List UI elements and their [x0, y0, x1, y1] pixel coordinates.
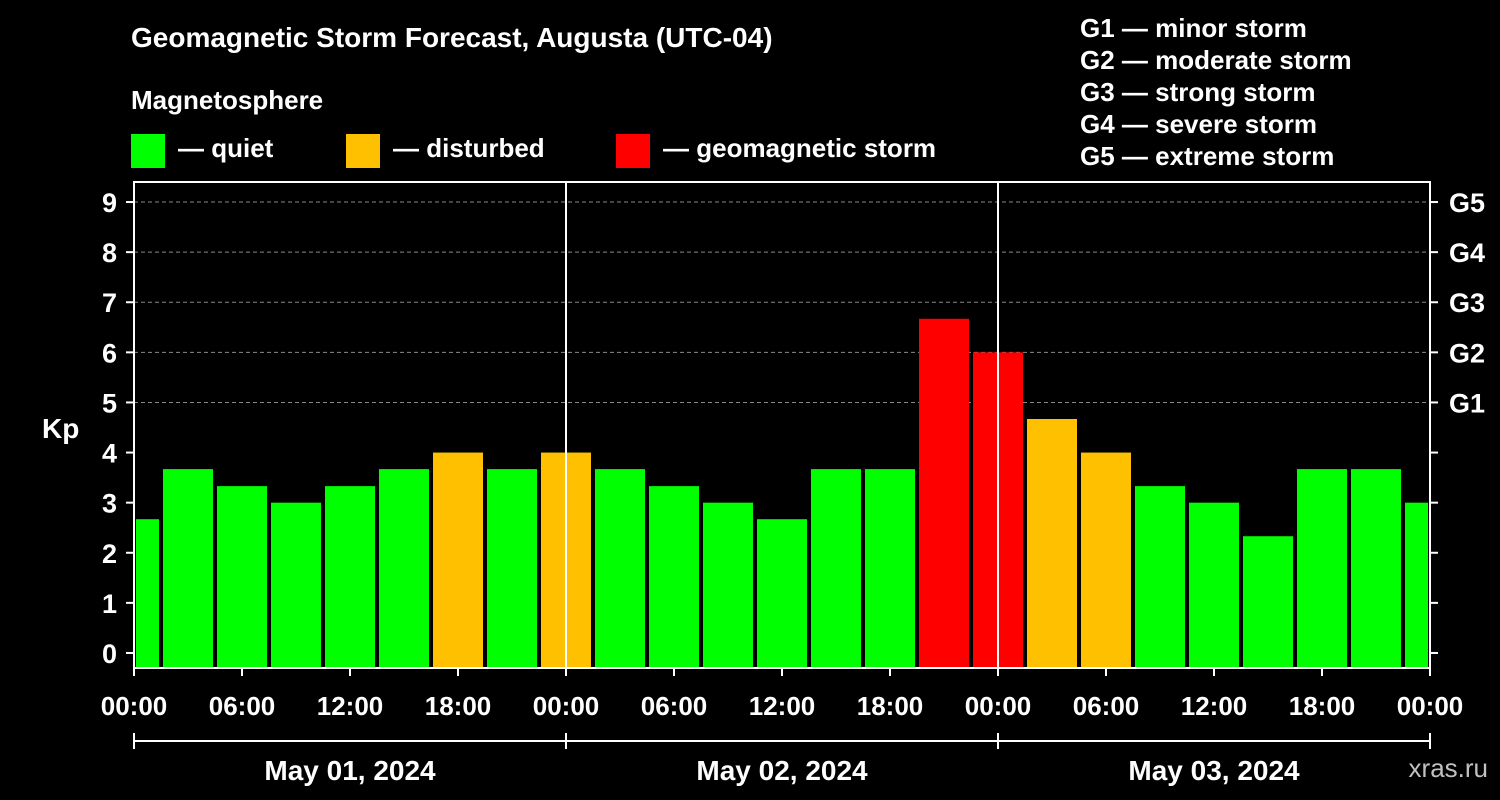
right-label-g5: G5 — [1449, 188, 1485, 218]
right-label-g2: G2 — [1449, 338, 1485, 368]
bar-0 — [136, 519, 159, 668]
bar-21 — [1243, 536, 1293, 668]
xtick-label-4: 00:00 — [533, 691, 600, 721]
ytick-label-2: 2 — [102, 539, 117, 569]
ytick-label-0: 0 — [102, 639, 117, 669]
ytick-label-6: 6 — [102, 338, 117, 368]
bar-1 — [163, 469, 213, 668]
right-label-g1: G1 — [1449, 388, 1485, 418]
day-label-0: May 01, 2024 — [264, 755, 436, 786]
bar-2 — [217, 486, 267, 668]
ytick-label-1: 1 — [102, 589, 117, 619]
bar-9 — [595, 469, 645, 668]
day-label-2: May 03, 2024 — [1128, 755, 1300, 786]
legend-label-quiet: — quiet — [178, 133, 274, 163]
xtick-label-9: 06:00 — [1073, 691, 1140, 721]
bar-5 — [379, 469, 429, 668]
bar-3 — [271, 502, 321, 668]
bar-12 — [757, 519, 807, 668]
legend-label-disturbed: — disturbed — [393, 133, 545, 163]
bar-4 — [325, 486, 375, 668]
xtick-label-7: 18:00 — [857, 691, 924, 721]
right-label-g3: G3 — [1449, 288, 1485, 318]
legend-swatch-disturbed — [346, 134, 380, 168]
bar-23 — [1351, 469, 1401, 668]
bar-22 — [1297, 469, 1347, 668]
storm-scale-g3: G3 — strong storm — [1080, 77, 1316, 107]
storm-scale-g5: G5 — extreme storm — [1080, 141, 1335, 171]
bar-17 — [1027, 418, 1077, 668]
xtick-label-8: 00:00 — [965, 691, 1032, 721]
storm-scale-g4: G4 — severe storm — [1080, 109, 1318, 139]
legend-label-storm: — geomagnetic storm — [663, 133, 937, 163]
y-axis-label: Kp — [42, 413, 79, 444]
xtick-label-1: 06:00 — [209, 691, 276, 721]
bar-10 — [649, 486, 699, 668]
bar-18 — [1081, 452, 1131, 668]
storm-scale-g1: G1 — minor storm — [1080, 13, 1307, 43]
legend-swatch-storm — [616, 134, 650, 168]
xtick-label-10: 12:00 — [1181, 691, 1248, 721]
xtick-label-5: 06:00 — [641, 691, 708, 721]
ytick-label-5: 5 — [102, 388, 117, 418]
right-label-g4: G4 — [1449, 238, 1485, 268]
ytick-label-3: 3 — [102, 489, 117, 519]
bar-19 — [1135, 486, 1185, 668]
bar-11 — [703, 502, 753, 668]
xtick-label-11: 18:00 — [1289, 691, 1356, 721]
xtick-label-6: 12:00 — [749, 691, 816, 721]
watermark: xras.ru — [1408, 753, 1488, 783]
xtick-label-2: 12:00 — [317, 691, 384, 721]
ytick-label-4: 4 — [102, 439, 117, 469]
xtick-label-0: 00:00 — [101, 691, 168, 721]
day-label-1: May 02, 2024 — [696, 755, 868, 786]
xtick-label-3: 18:00 — [425, 691, 492, 721]
chart-title: Geomagnetic Storm Forecast, Augusta (UTC… — [131, 22, 773, 53]
legend-swatch-quiet — [131, 134, 165, 168]
bar-6 — [433, 452, 483, 668]
xtick-label-12: 00:00 — [1397, 691, 1464, 721]
storm-scale-g2: G2 — moderate storm — [1080, 45, 1352, 75]
ytick-label-9: 9 — [102, 188, 117, 218]
bar-7 — [487, 469, 537, 668]
bar-20 — [1189, 502, 1239, 668]
ytick-label-8: 8 — [102, 238, 117, 268]
bar-13 — [811, 469, 861, 668]
bar-14 — [865, 469, 915, 668]
magnetosphere-label: Magnetosphere — [131, 85, 324, 115]
bar-15 — [919, 318, 969, 668]
bar-24 — [1405, 502, 1428, 668]
ytick-label-7: 7 — [102, 288, 117, 318]
